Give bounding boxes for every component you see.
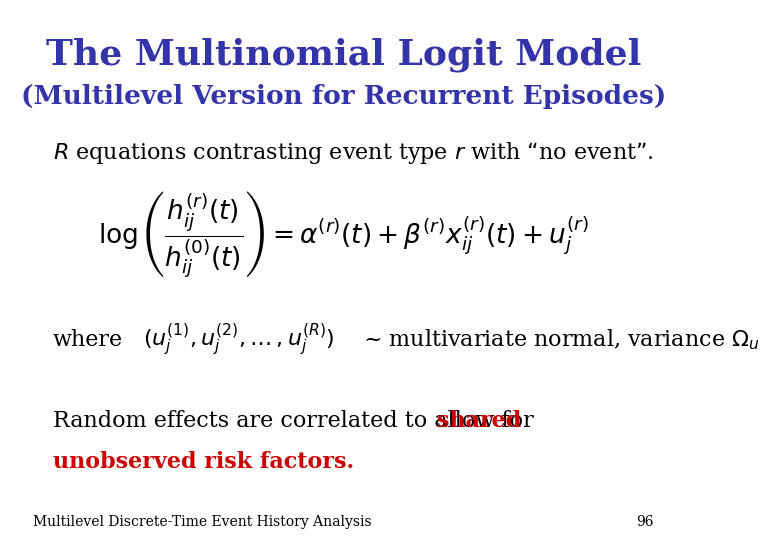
Text: ~ multivariate normal, variance $\Omega_u$: ~ multivariate normal, variance $\Omega_… xyxy=(356,328,760,353)
Text: $\log\left(\dfrac{h_{ij}^{(r)}(t)}{h_{ij}^{(0)}(t)}\right) = \alpha^{(r)}(t) + \: $\log\left(\dfrac{h_{ij}^{(r)}(t)}{h_{ij… xyxy=(98,190,589,280)
Text: unobserved risk factors.: unobserved risk factors. xyxy=(53,451,354,473)
Text: (Multilevel Version for Recurrent Episodes): (Multilevel Version for Recurrent Episod… xyxy=(21,84,666,109)
Text: $R$ equations contrasting event type $r$ with “no event”.: $R$ equations contrasting event type $r$… xyxy=(53,140,654,166)
Text: $(u_j^{(1)}, u_j^{(2)}, \ldots\, , u_j^{(R)})$: $(u_j^{(1)}, u_j^{(2)}, \ldots\, , u_j^{… xyxy=(144,322,335,358)
Text: 96: 96 xyxy=(636,515,654,529)
Text: shared: shared xyxy=(437,410,521,433)
Text: where: where xyxy=(53,329,122,351)
Text: The Multinomial Logit Model: The Multinomial Logit Model xyxy=(46,38,641,72)
Text: Multilevel Discrete-Time Event History Analysis: Multilevel Discrete-Time Event History A… xyxy=(34,515,372,529)
Text: Random effects are correlated to allow for: Random effects are correlated to allow f… xyxy=(53,410,541,433)
